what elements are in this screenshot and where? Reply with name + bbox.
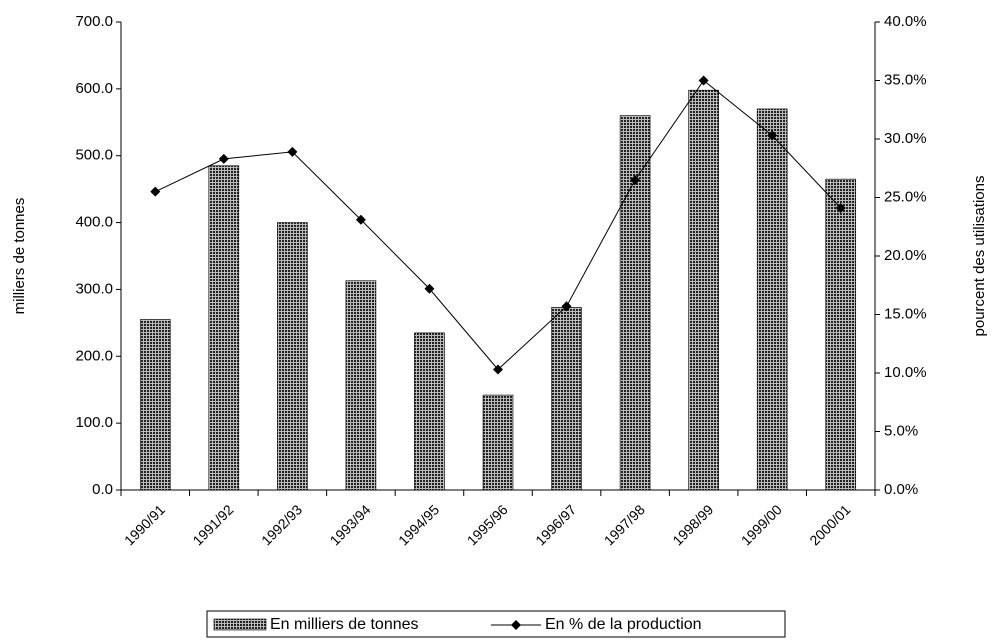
y2-tick-label: 35.0% <box>884 71 927 88</box>
y2-tick-label: 15.0% <box>884 305 927 322</box>
y-tick-label: 0.0 <box>92 481 113 498</box>
y-tick-label: 100.0 <box>75 414 113 431</box>
legend-box <box>206 610 786 638</box>
x-tick-label: 1999/00 <box>738 501 785 548</box>
marker <box>355 214 366 225</box>
legend-label: En milliers de tonnes <box>270 616 419 633</box>
bar <box>482 394 514 491</box>
marker <box>287 146 298 157</box>
y2-tick-label: 30.0% <box>884 130 927 147</box>
y2-axis-label: pourcent des utilisations <box>971 176 988 337</box>
bar <box>345 280 377 491</box>
bar <box>139 319 171 491</box>
y2-tick-label: 25.0% <box>884 188 927 205</box>
bar <box>619 115 651 491</box>
bar <box>825 178 857 491</box>
bar <box>551 307 582 491</box>
x-tick-label: 1998/99 <box>669 501 716 548</box>
x-tick-label: 1994/95 <box>395 501 442 548</box>
x-tick-label: 1997/98 <box>601 501 648 548</box>
legend-marker <box>511 620 521 630</box>
y-axis-label: milliers de tonnes <box>11 198 28 315</box>
marker <box>561 301 572 312</box>
legend-label: En % de la production <box>545 616 702 633</box>
marker <box>493 364 503 375</box>
y-tick-label: 600.0 <box>75 80 113 97</box>
line <box>155 79 842 371</box>
bar <box>756 108 788 491</box>
y-tick-label: 700.0 <box>75 13 113 30</box>
y2-tick-label: 5.0% <box>884 422 918 439</box>
y-tick-label: 500.0 <box>75 147 113 164</box>
bar <box>208 165 240 491</box>
y2-tick-label: 40.0% <box>884 13 927 30</box>
x-tick-label: 1995/96 <box>464 501 511 548</box>
y2-tick-label: 10.0% <box>884 364 927 381</box>
x-tick-label: 1991/92 <box>189 501 236 548</box>
y-tick-label: 200.0 <box>75 347 113 364</box>
bar <box>277 222 308 491</box>
marker <box>630 174 641 185</box>
x-tick-label: 1996/97 <box>532 501 579 548</box>
marker <box>150 186 161 197</box>
marker <box>424 283 435 294</box>
y2-tick-label: 0.0% <box>884 481 918 498</box>
x-tick-label: 1993/94 <box>327 501 374 548</box>
x-tick-label: 2000/01 <box>806 501 853 548</box>
marker <box>698 75 709 86</box>
bar <box>414 332 445 491</box>
marker <box>835 203 846 214</box>
marker <box>218 153 229 164</box>
x-tick-label: 1990/91 <box>121 501 168 548</box>
marker <box>767 130 778 141</box>
bar <box>688 89 719 491</box>
y2-tick-label: 20.0% <box>884 247 927 264</box>
y-tick-label: 300.0 <box>75 280 113 297</box>
x-tick-label: 1992/93 <box>258 501 305 548</box>
legend-swatch <box>213 618 267 631</box>
y-tick-label: 400.0 <box>75 214 113 231</box>
